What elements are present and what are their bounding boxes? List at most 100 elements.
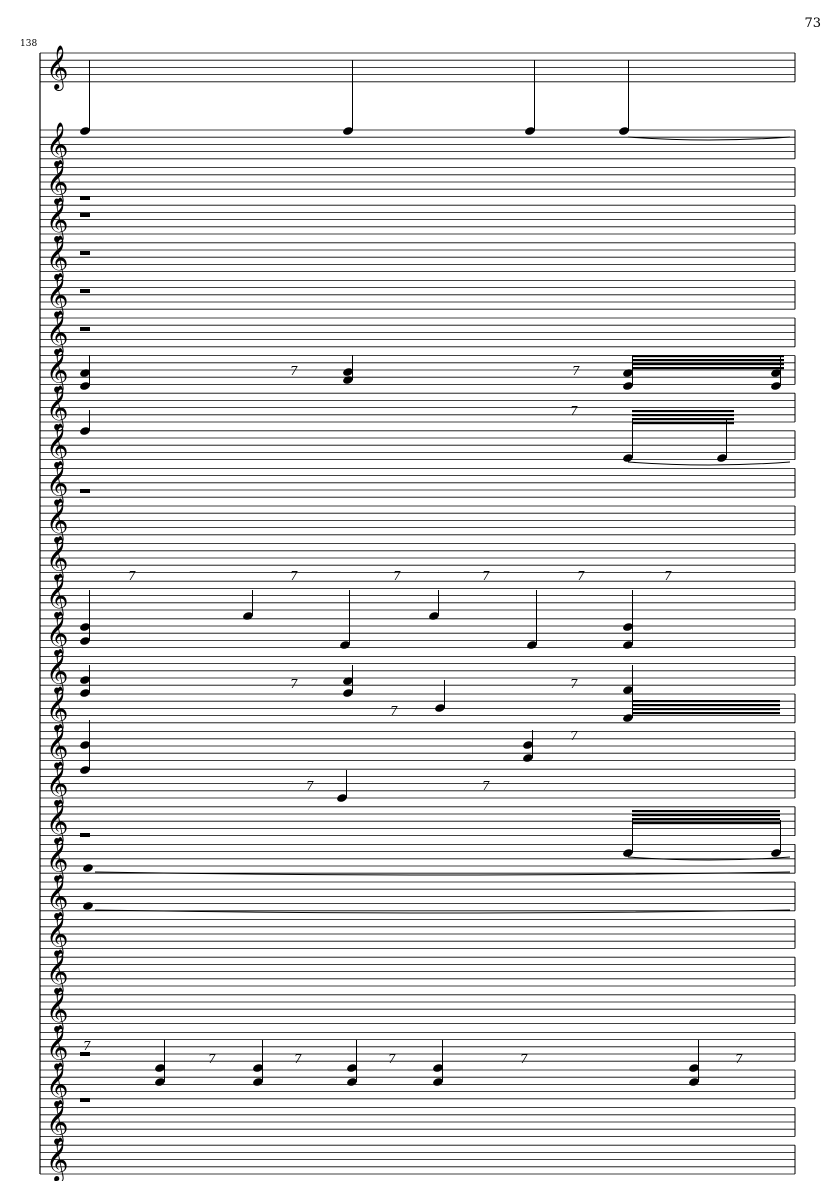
- treble-clef-icon: 𝄞: [46, 272, 68, 318]
- notehead: [80, 427, 90, 435]
- notehead: [80, 369, 90, 377]
- notehead: [619, 127, 629, 135]
- notehead: [347, 1078, 357, 1086]
- notehead: [80, 382, 90, 390]
- rest-icon: 7: [520, 1052, 528, 1066]
- rest-icon: 7: [570, 404, 578, 418]
- notehead: [623, 714, 633, 722]
- beam: [632, 712, 780, 715]
- staff: [40, 1069, 795, 1100]
- notehead: [80, 766, 90, 774]
- rest-icon: 7: [83, 1039, 91, 1053]
- treble-clef-icon: 𝄞: [46, 385, 68, 431]
- treble-clef-icon: 𝄞: [46, 348, 68, 394]
- treble-clef-icon: 𝄞: [46, 912, 68, 958]
- beam: [632, 418, 734, 421]
- treble-clef-icon: 𝄞: [46, 648, 68, 694]
- notehead: [771, 382, 781, 390]
- notehead: [689, 1064, 699, 1072]
- rest-icon: 7: [664, 569, 672, 583]
- notehead: [771, 369, 781, 377]
- notehead: [155, 1078, 165, 1086]
- rest-icon: 7: [208, 1052, 216, 1066]
- staff: [40, 919, 795, 949]
- notehead: [253, 1078, 263, 1086]
- notehead: [623, 382, 633, 390]
- whole-rest: [80, 833, 90, 837]
- staff: [40, 543, 795, 573]
- rest-icon: 7: [306, 779, 314, 793]
- notehead: [523, 741, 533, 749]
- treble-clef-icon: 𝄞: [46, 122, 68, 168]
- notehead: [80, 637, 90, 645]
- notehead: [429, 612, 439, 620]
- treble-clef-icon: 𝄞: [46, 1024, 68, 1070]
- treble-clef-icon: 𝄞: [46, 1062, 68, 1108]
- beam: [632, 363, 784, 366]
- staff: [40, 844, 795, 874]
- staff: [40, 204, 795, 235]
- treble-clef-icon: 𝄞: [46, 460, 68, 506]
- staff: [40, 467, 795, 498]
- notehead: [435, 704, 445, 712]
- staff: [40, 52, 795, 83]
- notehead: [343, 689, 353, 697]
- notehead: [623, 369, 633, 377]
- beam: [632, 822, 780, 825]
- notehead: [80, 741, 90, 749]
- staff: [40, 1107, 795, 1137]
- notehead: [243, 612, 253, 620]
- staff: [40, 618, 795, 648]
- notehead: [80, 676, 90, 684]
- staff: [40, 430, 795, 461]
- tie: [94, 871, 791, 876]
- staff: [40, 392, 795, 423]
- notehead: [523, 754, 533, 762]
- notehead: [689, 1078, 699, 1086]
- staff: [40, 768, 795, 799]
- treble-clef-icon: 𝄞: [46, 686, 68, 732]
- treble-clef-icon: 𝄞: [46, 310, 68, 356]
- notehead: [525, 127, 535, 135]
- beam: [632, 355, 784, 358]
- treble-clef-icon: 𝄞: [46, 761, 68, 807]
- staff: [40, 1032, 795, 1062]
- staff: [40, 505, 795, 536]
- beam: [632, 704, 780, 707]
- measure-number: 138: [20, 39, 38, 49]
- rest-icon: 7: [128, 569, 136, 583]
- treble-clef-icon: 𝄞: [46, 160, 68, 206]
- rest-icon: 7: [290, 569, 298, 583]
- whole-rest: [80, 327, 90, 331]
- rest-icon: 7: [393, 569, 401, 583]
- beam: [632, 410, 734, 413]
- notehead: [771, 849, 781, 857]
- rest-icon: 7: [290, 677, 298, 691]
- rest-icon: 7: [388, 1052, 396, 1066]
- notehead: [623, 641, 633, 649]
- notehead: [433, 1078, 443, 1086]
- staff: [40, 994, 795, 1024]
- notehead: [340, 641, 350, 649]
- treble-clef-icon: 𝄞: [46, 949, 68, 995]
- treble-clef-icon: 𝄞: [46, 536, 68, 582]
- treble-clef-icon: 𝄞: [46, 799, 68, 845]
- notehead: [253, 1064, 263, 1072]
- notehead: [343, 127, 353, 135]
- staff: [40, 731, 795, 761]
- beam: [632, 814, 780, 817]
- whole-rest: [80, 213, 90, 217]
- staff: [40, 956, 795, 987]
- page-number: 73: [804, 16, 821, 31]
- rest-icon: 7: [482, 569, 490, 583]
- staff: [40, 129, 795, 160]
- notehead: [155, 1064, 165, 1072]
- notehead: [80, 689, 90, 697]
- beam: [632, 422, 734, 425]
- beam: [632, 367, 784, 370]
- tie: [94, 909, 791, 914]
- staff: [40, 580, 795, 611]
- rest-icon: 7: [572, 364, 580, 378]
- rest-icon: 7: [482, 779, 490, 793]
